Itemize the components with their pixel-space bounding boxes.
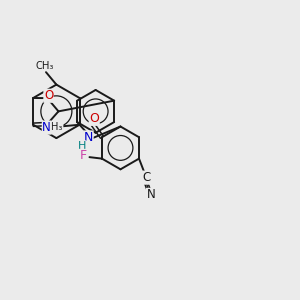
Text: F: F	[80, 149, 86, 162]
Text: O: O	[89, 112, 99, 125]
Text: H: H	[78, 141, 86, 151]
Text: N: N	[146, 188, 155, 201]
Text: O: O	[44, 89, 53, 102]
Text: C: C	[142, 171, 151, 184]
Text: N: N	[84, 131, 93, 144]
Text: CH₃: CH₃	[35, 61, 54, 70]
Text: CH₃: CH₃	[44, 122, 63, 132]
Text: N: N	[42, 121, 51, 134]
